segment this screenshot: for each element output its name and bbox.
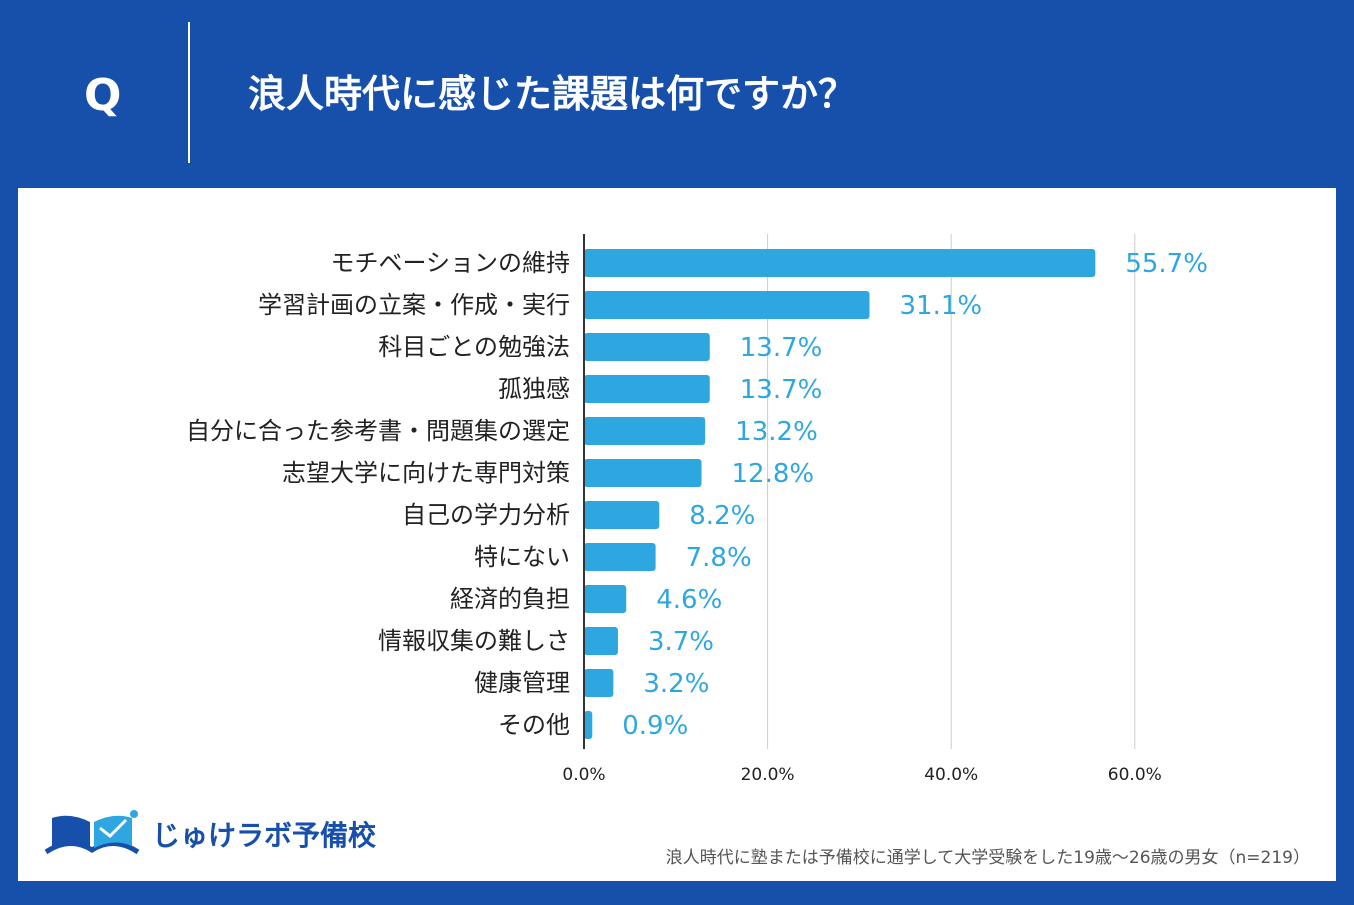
x-tick-label: 20.0% bbox=[741, 765, 795, 785]
x-tick-label: 40.0% bbox=[924, 765, 978, 785]
logo: じゅけラボ予備校 bbox=[40, 806, 376, 866]
bar bbox=[584, 333, 710, 361]
bar bbox=[584, 501, 660, 529]
open-book-icon bbox=[44, 810, 140, 855]
bar-chart: 0.0% 20.0% 40.0% 60.0% モチベーションの維持 55.7% 学習計画の立… bbox=[186, 234, 1208, 785]
value-label: 7.8% bbox=[686, 543, 752, 573]
category-label: 情報収集の難しさ bbox=[378, 627, 570, 655]
category-label: 孤独感 bbox=[498, 375, 570, 403]
logo-text: じゅけラボ予備校 bbox=[152, 819, 377, 852]
question-header: Q 浪人時代に感じた課題は何ですか？ bbox=[0, 0, 1354, 188]
category-label: 健康管理 bbox=[474, 669, 570, 697]
value-label: 3.7% bbox=[648, 627, 714, 657]
bar bbox=[584, 669, 614, 697]
category-label: 科目ごとの勉強法 bbox=[378, 333, 570, 361]
bar bbox=[584, 417, 706, 445]
q-mark: Q bbox=[84, 70, 122, 121]
header-divider bbox=[188, 22, 190, 163]
category-label: 志望大学に向けた専門対策 bbox=[282, 459, 570, 487]
chart-panel: 0.0% 20.0% 40.0% 60.0% モチベーションの維持 55.7% 学習計画の立… bbox=[18, 188, 1336, 881]
bar bbox=[584, 543, 656, 571]
category-label: 自分に合った参考書・問題集の選定 bbox=[186, 417, 570, 445]
value-label: 13.7% bbox=[740, 375, 823, 405]
value-label: 0.9% bbox=[622, 711, 688, 741]
value-label: 8.2% bbox=[689, 501, 755, 531]
bar bbox=[584, 627, 618, 655]
bar bbox=[584, 459, 702, 487]
value-label: 3.2% bbox=[643, 669, 709, 699]
footnote: 浪人時代に塾または予備校に通学して大学受験をした19歳～26歳の男女（n=219… bbox=[665, 848, 1310, 868]
value-label: 55.7% bbox=[1125, 249, 1208, 279]
value-label: 13.7% bbox=[740, 333, 823, 363]
value-label: 12.8% bbox=[732, 459, 815, 489]
value-label: 31.1% bbox=[899, 291, 982, 321]
category-label: 学習計画の立案・作成・実行 bbox=[258, 291, 570, 319]
x-tick-label: 60.0% bbox=[1108, 765, 1162, 785]
value-label: 13.2% bbox=[735, 417, 818, 447]
category-label: 特にない bbox=[474, 543, 570, 571]
x-tick-label: 0.0% bbox=[562, 765, 605, 785]
bar bbox=[584, 249, 1096, 277]
bar bbox=[584, 585, 627, 613]
bar bbox=[584, 375, 710, 403]
question-title: 浪人時代に感じた課題は何ですか？ bbox=[248, 72, 857, 116]
bar bbox=[584, 711, 593, 739]
category-label: 経済的負担 bbox=[450, 585, 570, 613]
category-label: その他 bbox=[498, 711, 570, 739]
value-label: 4.6% bbox=[656, 585, 722, 615]
bar bbox=[584, 291, 870, 319]
category-label: 自己の学力分析 bbox=[402, 501, 570, 529]
category-label: モチベーションの維持 bbox=[330, 249, 570, 277]
